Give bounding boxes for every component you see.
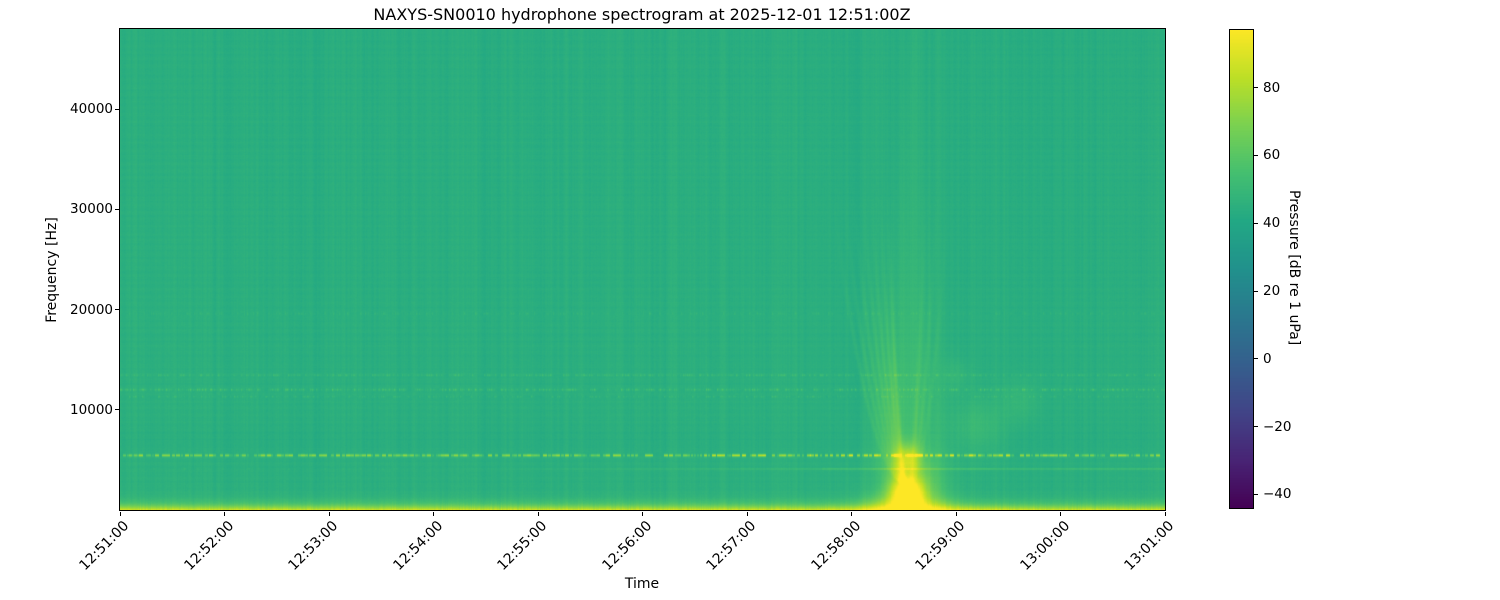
colorbar-tick-label: 0: [1263, 350, 1272, 367]
colorbar-tick-label: 60: [1263, 147, 1281, 164]
colorbar-tick-mark: [1254, 154, 1258, 156]
colorbar-tick-mark: [1254, 290, 1258, 292]
x-tick-label: 12:54:00: [390, 518, 446, 574]
colorbar: [1229, 29, 1254, 509]
x-tick-mark: [224, 512, 225, 516]
x-tick-label: 12:57:00: [703, 518, 760, 574]
colorbar-tick-label: 20: [1263, 283, 1281, 300]
x-tick-mark: [433, 512, 434, 516]
x-tick-label: 12:58:00: [808, 518, 864, 574]
x-tick-label: 12:59:00: [912, 518, 969, 574]
colorbar-label: Pressure [dB re 1 uPa]: [1286, 190, 1302, 346]
x-tick-mark: [851, 512, 852, 516]
x-tick-label: 13:01:00: [1121, 518, 1178, 574]
x-tick-mark: [119, 512, 121, 516]
x-tick-label: 12:53:00: [285, 518, 342, 574]
y-tick-label: 40000: [70, 101, 113, 118]
chart-title: NAXYS-SN0010 hydrophone spectrogram at 2…: [373, 5, 911, 24]
colorbar-tick-mark: [1254, 426, 1258, 428]
y-tick-label: 30000: [70, 201, 113, 218]
colorbar-tick-mark: [1254, 222, 1258, 224]
y-tick-mark: [115, 208, 119, 210]
spectrogram-image: [120, 29, 1165, 510]
x-tick-label: 13:00:00: [1017, 518, 1073, 574]
colorbar-tick-label: 80: [1263, 79, 1281, 96]
x-axis-label: Time: [624, 576, 660, 592]
y-axis-label: Frequency [Hz]: [44, 217, 60, 323]
x-tick-label: 12:52:00: [181, 518, 237, 574]
x-tick-mark: [328, 512, 330, 516]
colorbar-tick-label: −20: [1263, 418, 1292, 435]
x-tick-label: 12:51:00: [76, 518, 133, 574]
plot-area: [119, 28, 1166, 511]
y-tick-label: 10000: [70, 401, 113, 418]
colorbar-tick-label: 40: [1263, 215, 1281, 232]
y-tick-mark: [115, 108, 119, 110]
x-tick-label: 12:55:00: [494, 518, 551, 574]
colorbar-gradient: [1230, 30, 1253, 508]
x-tick-label: 12:56:00: [599, 518, 655, 574]
x-tick-mark: [1164, 512, 1166, 516]
x-tick-mark: [746, 512, 748, 516]
y-tick-mark: [115, 409, 119, 411]
colorbar-tick-mark: [1254, 493, 1258, 495]
y-tick-mark: [115, 309, 119, 311]
colorbar-tick-mark: [1254, 87, 1258, 89]
x-tick-mark: [642, 512, 643, 516]
colorbar-tick-label: −40: [1263, 486, 1292, 503]
colorbar-tick-mark: [1254, 358, 1258, 360]
x-tick-mark: [1060, 512, 1061, 516]
y-tick-label: 20000: [70, 301, 113, 318]
x-tick-mark: [955, 512, 957, 516]
x-tick-mark: [537, 512, 539, 516]
